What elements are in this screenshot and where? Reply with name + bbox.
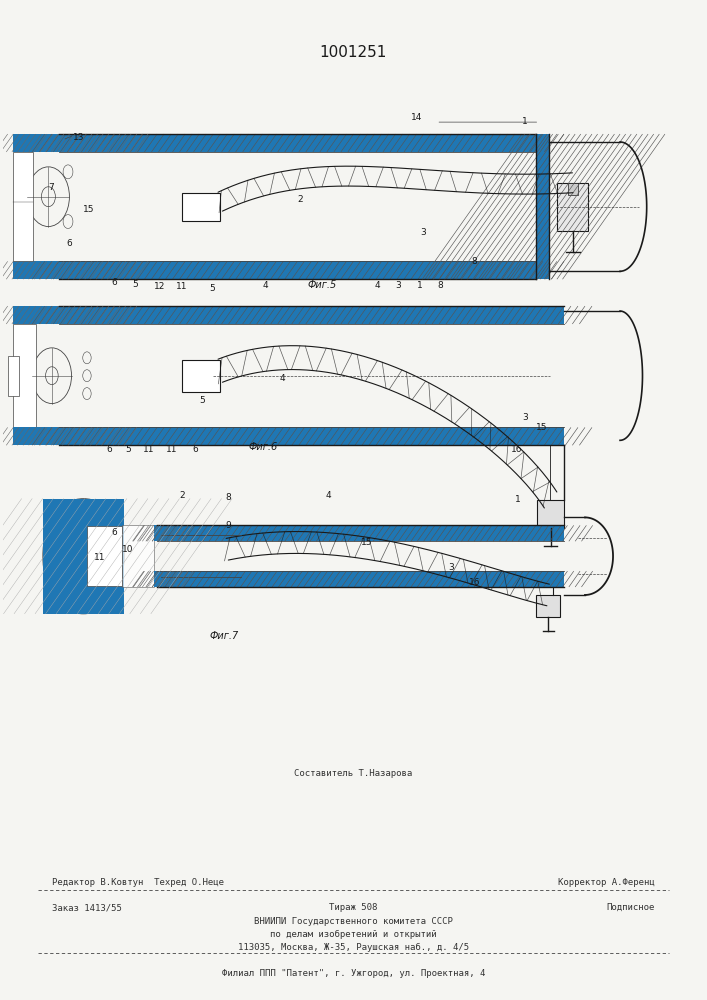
Text: 4: 4	[325, 491, 331, 500]
Text: 1: 1	[522, 117, 527, 126]
Bar	[13, 261, 122, 279]
Bar	[153, 525, 168, 541]
Text: 7: 7	[48, 183, 54, 192]
Text: 5: 5	[210, 284, 216, 293]
Text: 16: 16	[511, 445, 522, 454]
Bar	[59, 261, 536, 279]
Text: 6: 6	[66, 239, 71, 248]
Text: 14: 14	[411, 113, 422, 122]
Text: ВНИИПИ Государственного комитета СССР: ВНИИПИ Государственного комитета СССР	[254, 917, 453, 926]
Bar	[13, 152, 33, 261]
Text: 4: 4	[375, 281, 380, 290]
Bar	[557, 183, 588, 231]
Bar	[42, 499, 124, 614]
Bar	[157, 525, 564, 541]
Text: Филиал ППП "Патент", г. Ужгород, ул. Проектная, 4: Филиал ППП "Патент", г. Ужгород, ул. Про…	[222, 969, 485, 978]
Text: 4: 4	[262, 281, 268, 290]
Text: 15: 15	[361, 538, 372, 547]
Bar	[59, 134, 536, 152]
Text: 8: 8	[226, 493, 232, 502]
Text: 12: 12	[153, 282, 165, 291]
Text: 113035, Москва, Ж-35, Раушская наб., д. 4/5: 113035, Москва, Ж-35, Раушская наб., д. …	[238, 943, 469, 952]
Text: по делам изобретений и открытий: по делам изобретений и открытий	[270, 930, 437, 939]
Text: Фиг.7: Фиг.7	[210, 631, 239, 641]
Text: 6: 6	[107, 445, 112, 454]
Text: 15: 15	[83, 205, 95, 214]
Bar	[13, 134, 122, 152]
Text: 3: 3	[420, 228, 426, 237]
Text: 13: 13	[73, 133, 84, 142]
Bar	[59, 306, 564, 324]
Text: 11: 11	[94, 553, 105, 562]
Text: Фиг.6: Фиг.6	[248, 442, 278, 452]
Text: Подписное: Подписное	[607, 903, 655, 912]
Bar	[568, 183, 578, 195]
Bar	[87, 526, 122, 586]
Text: 2: 2	[180, 491, 185, 500]
Text: 1: 1	[416, 281, 422, 290]
Text: 9: 9	[226, 521, 232, 530]
Text: 10: 10	[122, 545, 134, 554]
Text: 2: 2	[298, 195, 303, 204]
Bar	[182, 360, 220, 392]
Text: 3: 3	[396, 281, 402, 290]
Text: 11: 11	[165, 445, 177, 454]
Bar	[157, 571, 564, 587]
Bar	[537, 500, 564, 528]
Text: 4: 4	[280, 374, 286, 383]
Text: 5: 5	[132, 280, 139, 289]
Bar	[8, 356, 19, 396]
Bar	[13, 324, 36, 427]
Text: 6: 6	[112, 528, 117, 537]
Text: 3: 3	[522, 413, 527, 422]
Text: 16: 16	[469, 578, 481, 587]
Bar	[153, 571, 168, 587]
Text: 11: 11	[176, 282, 187, 291]
Text: 8: 8	[438, 281, 443, 290]
Bar	[13, 306, 112, 324]
Text: Фиг.5: Фиг.5	[308, 280, 337, 290]
Text: 1: 1	[515, 495, 520, 504]
Text: Корректор А.Ференц: Корректор А.Ференц	[559, 878, 655, 887]
Text: Редактор В.Ковтун  Техред О.Неце: Редактор В.Ковтун Техред О.Неце	[52, 878, 224, 887]
Text: 11: 11	[143, 445, 155, 454]
Bar	[59, 427, 564, 445]
Bar	[536, 134, 549, 279]
Text: 6: 6	[112, 278, 117, 287]
Text: 3: 3	[448, 563, 454, 572]
Bar	[122, 525, 153, 587]
Text: 6: 6	[192, 445, 198, 454]
Text: 5: 5	[199, 396, 205, 405]
Text: Тираж 508: Тираж 508	[329, 903, 378, 912]
Text: 1001251: 1001251	[320, 45, 387, 60]
Text: 8: 8	[472, 257, 477, 266]
Text: 5: 5	[126, 445, 132, 454]
Bar	[182, 193, 220, 221]
Bar	[536, 595, 561, 617]
Text: 15: 15	[536, 423, 547, 432]
Bar	[13, 427, 112, 445]
Text: Составитель Т.Назарова: Составитель Т.Назарова	[294, 769, 413, 778]
Text: Заказ 1413/55: Заказ 1413/55	[52, 903, 122, 912]
